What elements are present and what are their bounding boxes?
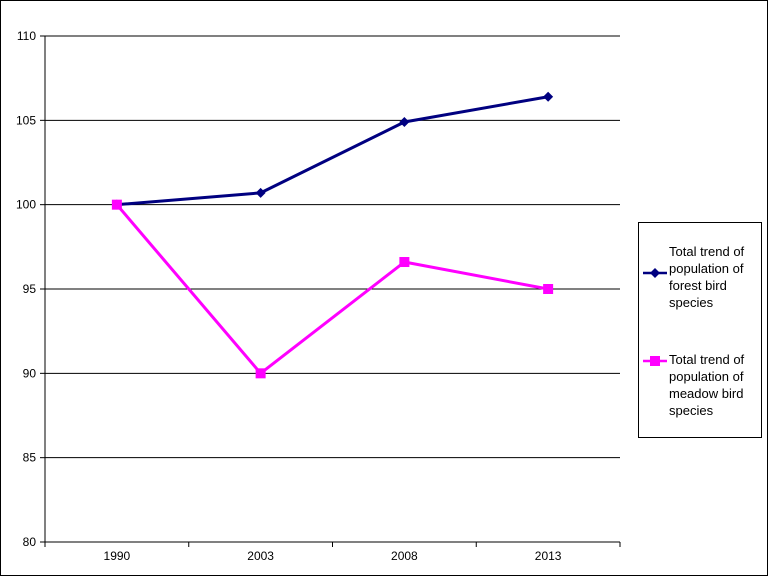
data-point-square xyxy=(399,257,410,268)
y-tick-label: 110 xyxy=(17,29,36,43)
x-tick-label: 2003 xyxy=(247,549,274,563)
y-tick-label: 105 xyxy=(16,113,36,127)
y-tick-label: 90 xyxy=(23,366,37,380)
data-point-square xyxy=(111,199,122,210)
axes: 80 85 90 95 100 105 110 1990 2003 2008 2013 xyxy=(16,29,621,563)
legend: Total trend of population of forest bird… xyxy=(638,222,762,438)
series-group xyxy=(111,91,554,379)
x-tick-label: 2008 xyxy=(391,549,418,563)
x-tick-label: 2013 xyxy=(535,549,562,563)
legend-label-meadow: Total trend of population of meadow bird… xyxy=(669,352,745,418)
y-tick-label: 80 xyxy=(23,535,37,549)
gridlines xyxy=(45,35,620,543)
legend-marker-diamond-icon xyxy=(643,268,667,278)
series-line-1 xyxy=(115,203,549,375)
data-point-diamond xyxy=(255,187,266,198)
data-point-square xyxy=(255,368,266,379)
series-line-0 xyxy=(116,95,549,207)
y-tick-label: 95 xyxy=(23,282,37,296)
y-tick-label: 100 xyxy=(16,198,36,212)
x-tick-label: 1990 xyxy=(104,549,131,563)
data-point-diamond xyxy=(543,91,554,102)
data-point-square xyxy=(543,284,554,294)
y-tick-label: 85 xyxy=(23,451,37,465)
legend-label-forest: Total trend of population of forest bird… xyxy=(669,244,745,310)
data-point-diamond xyxy=(399,117,410,128)
legend-marker-square-icon xyxy=(643,356,667,366)
